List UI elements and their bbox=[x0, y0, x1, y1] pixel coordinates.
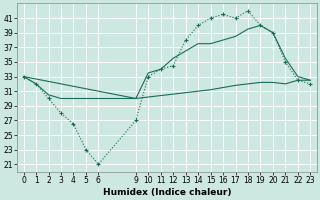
X-axis label: Humidex (Indice chaleur): Humidex (Indice chaleur) bbox=[103, 188, 231, 197]
